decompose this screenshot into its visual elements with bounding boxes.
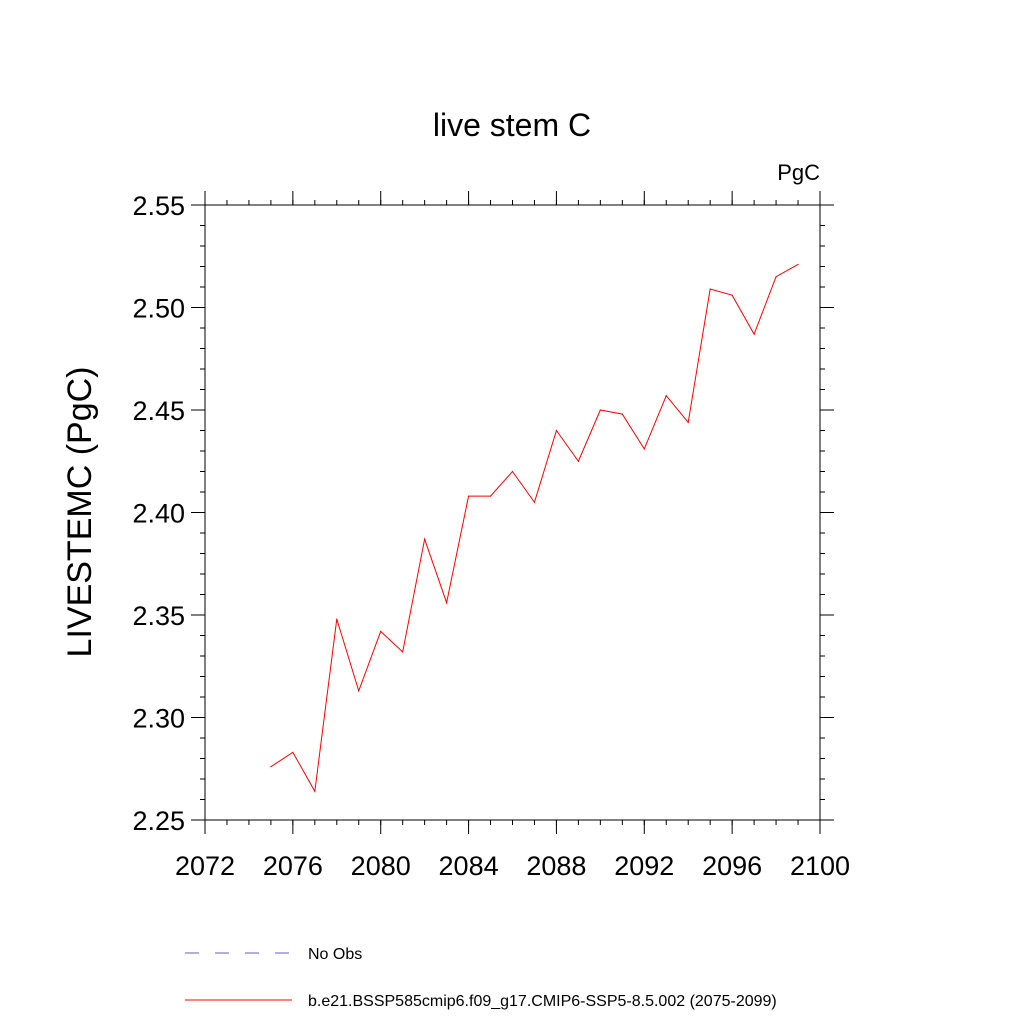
y-tick-label: 2.35 <box>132 601 185 631</box>
data-point <box>643 448 645 450</box>
data-point <box>775 276 777 278</box>
data-point <box>709 288 711 290</box>
data-point <box>533 501 536 503</box>
data-point <box>424 538 426 540</box>
x-tick-label: 2072 <box>175 851 235 881</box>
x-tick-label: 2100 <box>790 851 850 881</box>
data-point <box>380 630 382 633</box>
data-point <box>511 470 514 473</box>
data-point <box>665 395 667 397</box>
data-point <box>621 413 623 415</box>
plot-border <box>204 204 821 821</box>
data-point <box>446 602 448 604</box>
y-tick-label: 2.40 <box>132 499 185 529</box>
data-point <box>467 495 470 497</box>
legend-label-model-run: b.e21.BSSP585cmip6.f09_g17.CMIP6-SSP5-8.… <box>308 993 777 1010</box>
y-tick-label: 2.55 <box>132 191 185 221</box>
data-point <box>555 429 558 432</box>
series-line <box>270 264 799 793</box>
data-point <box>731 294 733 296</box>
data-point <box>687 421 689 423</box>
data-point <box>292 751 294 753</box>
data-point <box>270 766 272 768</box>
data-point <box>797 263 799 266</box>
x-axis-ticks: 2072 2076 2080 2084 2088 2092 2096 2100 <box>175 191 850 881</box>
x-tick-label: 2080 <box>351 851 411 881</box>
y-tick-label: 2.25 <box>132 806 185 836</box>
data-point <box>314 790 316 792</box>
data-point <box>599 409 601 411</box>
legend-label-no-obs: No Obs <box>308 946 362 963</box>
data-point <box>489 495 492 497</box>
x-tick-label: 2096 <box>702 851 762 881</box>
series-layer <box>270 263 799 793</box>
units-label: PgC <box>777 160 820 185</box>
plot-frame <box>204 204 821 821</box>
x-tick-label: 2088 <box>526 851 586 881</box>
y-tick-label: 2.45 <box>132 396 185 426</box>
y-axis-ticks: 2.25 2.30 2.35 2.40 2.45 2.50 2.55 <box>132 191 834 836</box>
x-tick-label: 2084 <box>439 851 499 881</box>
data-point <box>577 460 579 462</box>
data-point <box>753 333 755 335</box>
data-point <box>402 651 404 653</box>
data-point <box>336 618 338 620</box>
x-tick-label: 2092 <box>614 851 674 881</box>
y-axis-label: LIVESTEMC (PgC) <box>61 367 99 658</box>
x-tick-label: 2076 <box>263 851 323 881</box>
chart-title: live stem C <box>433 107 591 143</box>
legend: No Obs b.e21.BSSP585cmip6.f09_g17.CMIP6-… <box>185 946 777 1010</box>
data-point <box>358 690 360 692</box>
y-tick-label: 2.30 <box>132 704 185 734</box>
y-tick-label: 2.50 <box>132 294 185 324</box>
